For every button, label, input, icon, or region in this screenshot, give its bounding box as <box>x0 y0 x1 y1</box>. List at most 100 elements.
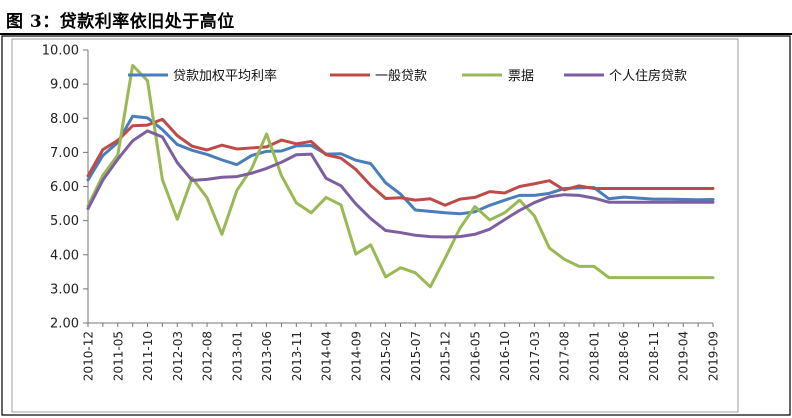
data-point <box>399 193 401 195</box>
data-point <box>236 175 238 177</box>
x-tick-label: 2015-12 <box>439 331 453 381</box>
data-point <box>325 154 327 156</box>
data-point <box>384 197 386 199</box>
legend-item: 票据 <box>462 69 534 84</box>
data-point <box>608 198 610 200</box>
data-point <box>102 148 104 150</box>
legend-item: 个人住房贷款 <box>564 68 687 84</box>
x-tick-label: 2018-11 <box>647 331 661 381</box>
x-tick-label: 2010-12 <box>82 331 96 381</box>
data-point <box>176 161 178 163</box>
data-point <box>459 198 461 200</box>
legend-item: 贷款加权平均利率 <box>128 68 277 84</box>
x-tick-label: 2011-10 <box>141 331 155 381</box>
x-tick-label: 2017-08 <box>558 331 572 381</box>
data-point <box>623 276 625 278</box>
data-point <box>295 202 297 204</box>
data-point <box>340 185 342 187</box>
data-point <box>265 146 267 148</box>
data-point <box>593 197 595 199</box>
data-point <box>384 276 386 278</box>
data-point <box>489 219 491 221</box>
data-point <box>87 175 89 177</box>
data-point <box>652 201 654 203</box>
data-point <box>87 179 89 181</box>
x-tick-label: 2013-06 <box>260 331 274 381</box>
data-point <box>221 233 223 235</box>
data-point <box>652 187 654 189</box>
data-point <box>370 217 372 219</box>
series-1 <box>86 114 715 216</box>
title-bar: 图 3：贷款利率依旧处于高位 <box>0 0 792 35</box>
data-point <box>102 154 104 156</box>
data-point <box>593 187 595 189</box>
x-tick-label: 2011-05 <box>111 331 125 381</box>
data-point <box>236 163 238 165</box>
data-point <box>131 140 133 142</box>
data-point <box>608 276 610 278</box>
data-point <box>310 212 312 214</box>
data-point <box>399 267 401 269</box>
data-point <box>667 201 669 203</box>
data-point <box>265 150 267 152</box>
data-point <box>146 80 148 82</box>
data-point <box>608 187 610 189</box>
data-point <box>518 185 520 187</box>
y-tick-label: 10.00 <box>42 44 79 59</box>
x-tick-label: 2015-02 <box>379 331 393 381</box>
data-point <box>176 218 178 220</box>
data-point <box>370 244 372 246</box>
data-point <box>548 196 550 198</box>
data-point <box>161 136 163 138</box>
data-point <box>623 187 625 189</box>
x-tick-label: 2018-06 <box>617 331 631 381</box>
data-point <box>280 139 282 141</box>
legend: 贷款加权平均利率 一般贷款 票据 个人住房贷款 <box>128 68 687 84</box>
data-point <box>146 124 148 126</box>
data-point <box>370 184 372 186</box>
data-point <box>682 201 684 203</box>
x-tick-label: 2018-01 <box>587 331 601 381</box>
data-point <box>503 218 505 220</box>
data-point <box>697 276 699 278</box>
data-point <box>310 144 312 146</box>
data-point <box>533 194 535 196</box>
data-point <box>117 158 119 160</box>
data-point <box>503 199 505 201</box>
data-point <box>236 189 238 191</box>
data-point <box>712 198 714 200</box>
data-point <box>355 168 357 170</box>
data-point <box>637 197 639 199</box>
data-point <box>548 192 550 194</box>
title-rule <box>0 33 792 35</box>
outer-border <box>1 35 791 416</box>
data-point <box>444 212 446 214</box>
data-point <box>384 182 386 184</box>
y-tick-label: 5.00 <box>50 214 79 229</box>
data-point <box>548 247 550 249</box>
series-4 <box>86 129 715 239</box>
data-point <box>474 211 476 213</box>
data-point <box>310 140 312 142</box>
data-point <box>652 276 654 278</box>
data-point <box>146 130 148 132</box>
data-point <box>250 147 252 149</box>
data-point <box>444 204 446 206</box>
data-point <box>652 198 654 200</box>
data-point <box>623 201 625 203</box>
data-point <box>221 176 223 178</box>
legend-label: 票据 <box>508 69 534 84</box>
data-point <box>578 194 580 196</box>
data-point <box>236 148 238 150</box>
data-point <box>682 276 684 278</box>
data-point <box>548 180 550 182</box>
data-point <box>325 196 327 198</box>
data-point <box>355 203 357 205</box>
data-point <box>206 153 208 155</box>
data-point <box>429 198 431 200</box>
data-point <box>310 153 312 155</box>
data-point <box>682 198 684 200</box>
data-point <box>265 167 267 169</box>
data-point <box>399 231 401 233</box>
